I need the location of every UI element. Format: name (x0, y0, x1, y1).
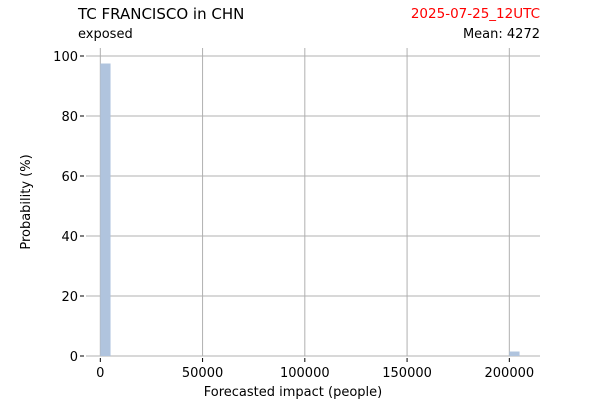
mean-value: Mean: 4272 (462, 27, 540, 42)
x-axis-label: Forecasted impact (people) (204, 385, 382, 400)
y-axis-label: Probability (%) (19, 154, 34, 249)
x-tick-label: 50000 (182, 366, 223, 381)
chart-title: TC FRANCISCO in CHN (78, 5, 245, 23)
y-tick-label: 60 (61, 170, 78, 185)
grid-lines (86, 48, 540, 357)
chart-subtitle: exposed (78, 27, 133, 42)
x-tick-label: 0 (96, 366, 104, 381)
x-tick-label: 100000 (280, 366, 330, 381)
x-tick-label: 150000 (382, 366, 432, 381)
histogram-bar (509, 351, 520, 356)
y-tick-label: 0 (70, 350, 78, 365)
forecast-date: 2025-07-25_12UTC (410, 6, 540, 22)
histogram-bar (100, 63, 111, 356)
y-tick-label: 20 (61, 290, 78, 305)
histogram-bars (100, 63, 520, 356)
x-tick-label: 200000 (485, 366, 535, 381)
y-tick-label: 100 (53, 50, 78, 65)
y-tick-label: 80 (61, 110, 78, 125)
y-axis-ticks: 0 20 40 60 80 100 (53, 50, 84, 365)
y-tick-label: 40 (61, 230, 78, 245)
x-axis-ticks: 0 50000 100000 150000 200000 (96, 358, 534, 381)
